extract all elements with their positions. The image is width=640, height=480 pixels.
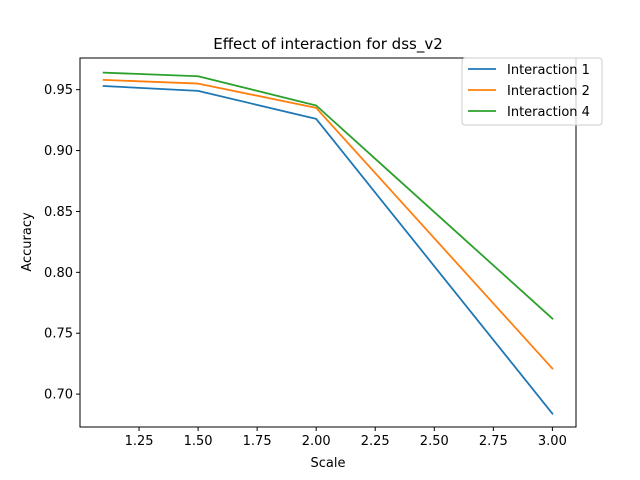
y-tick-label: 0.80 xyxy=(44,266,73,281)
series-lines xyxy=(102,71,554,415)
y-axis-label: Accuracy xyxy=(20,212,35,272)
x-tick-label: 3.00 xyxy=(538,434,567,449)
plot-area xyxy=(79,57,577,428)
y-axis: 0.70 0.75 0.80 0.85 0.90 0.95 xyxy=(44,83,80,403)
legend-box xyxy=(461,57,603,126)
x-tick-label: 1.25 xyxy=(125,434,154,449)
x-tick-label: 2.00 xyxy=(302,434,331,449)
x-tick-label: 1.75 xyxy=(243,434,272,449)
series-line-1 xyxy=(102,85,554,415)
legend: Interaction 1 Interaction 2 Interaction 4 xyxy=(461,57,603,126)
legend-label: Interaction 4 xyxy=(507,105,590,120)
x-tick-label: 1.50 xyxy=(184,434,213,449)
x-tick-label: 2.25 xyxy=(361,434,390,449)
y-tick-label: 0.95 xyxy=(44,83,73,98)
y-tick-label: 0.70 xyxy=(44,388,73,403)
series-line-3 xyxy=(102,71,554,320)
y-tick-label: 0.90 xyxy=(44,144,73,159)
x-tick-label: 2.75 xyxy=(479,434,508,449)
legend-label: Interaction 1 xyxy=(507,63,590,78)
legend-label: Interaction 2 xyxy=(507,84,590,99)
plot-frame xyxy=(79,57,577,428)
series-line-2 xyxy=(102,78,554,370)
x-axis-label: Scale xyxy=(311,456,346,471)
y-tick-label: 0.85 xyxy=(44,205,73,220)
y-tick-label: 0.75 xyxy=(44,327,73,342)
x-tick-label: 2.50 xyxy=(420,434,449,449)
x-axis: 1.25 1.50 1.75 2.00 2.25 2.50 2.75 3.00 xyxy=(125,427,567,449)
chart-title: Effect of interaction for dss_v2 xyxy=(213,35,443,54)
